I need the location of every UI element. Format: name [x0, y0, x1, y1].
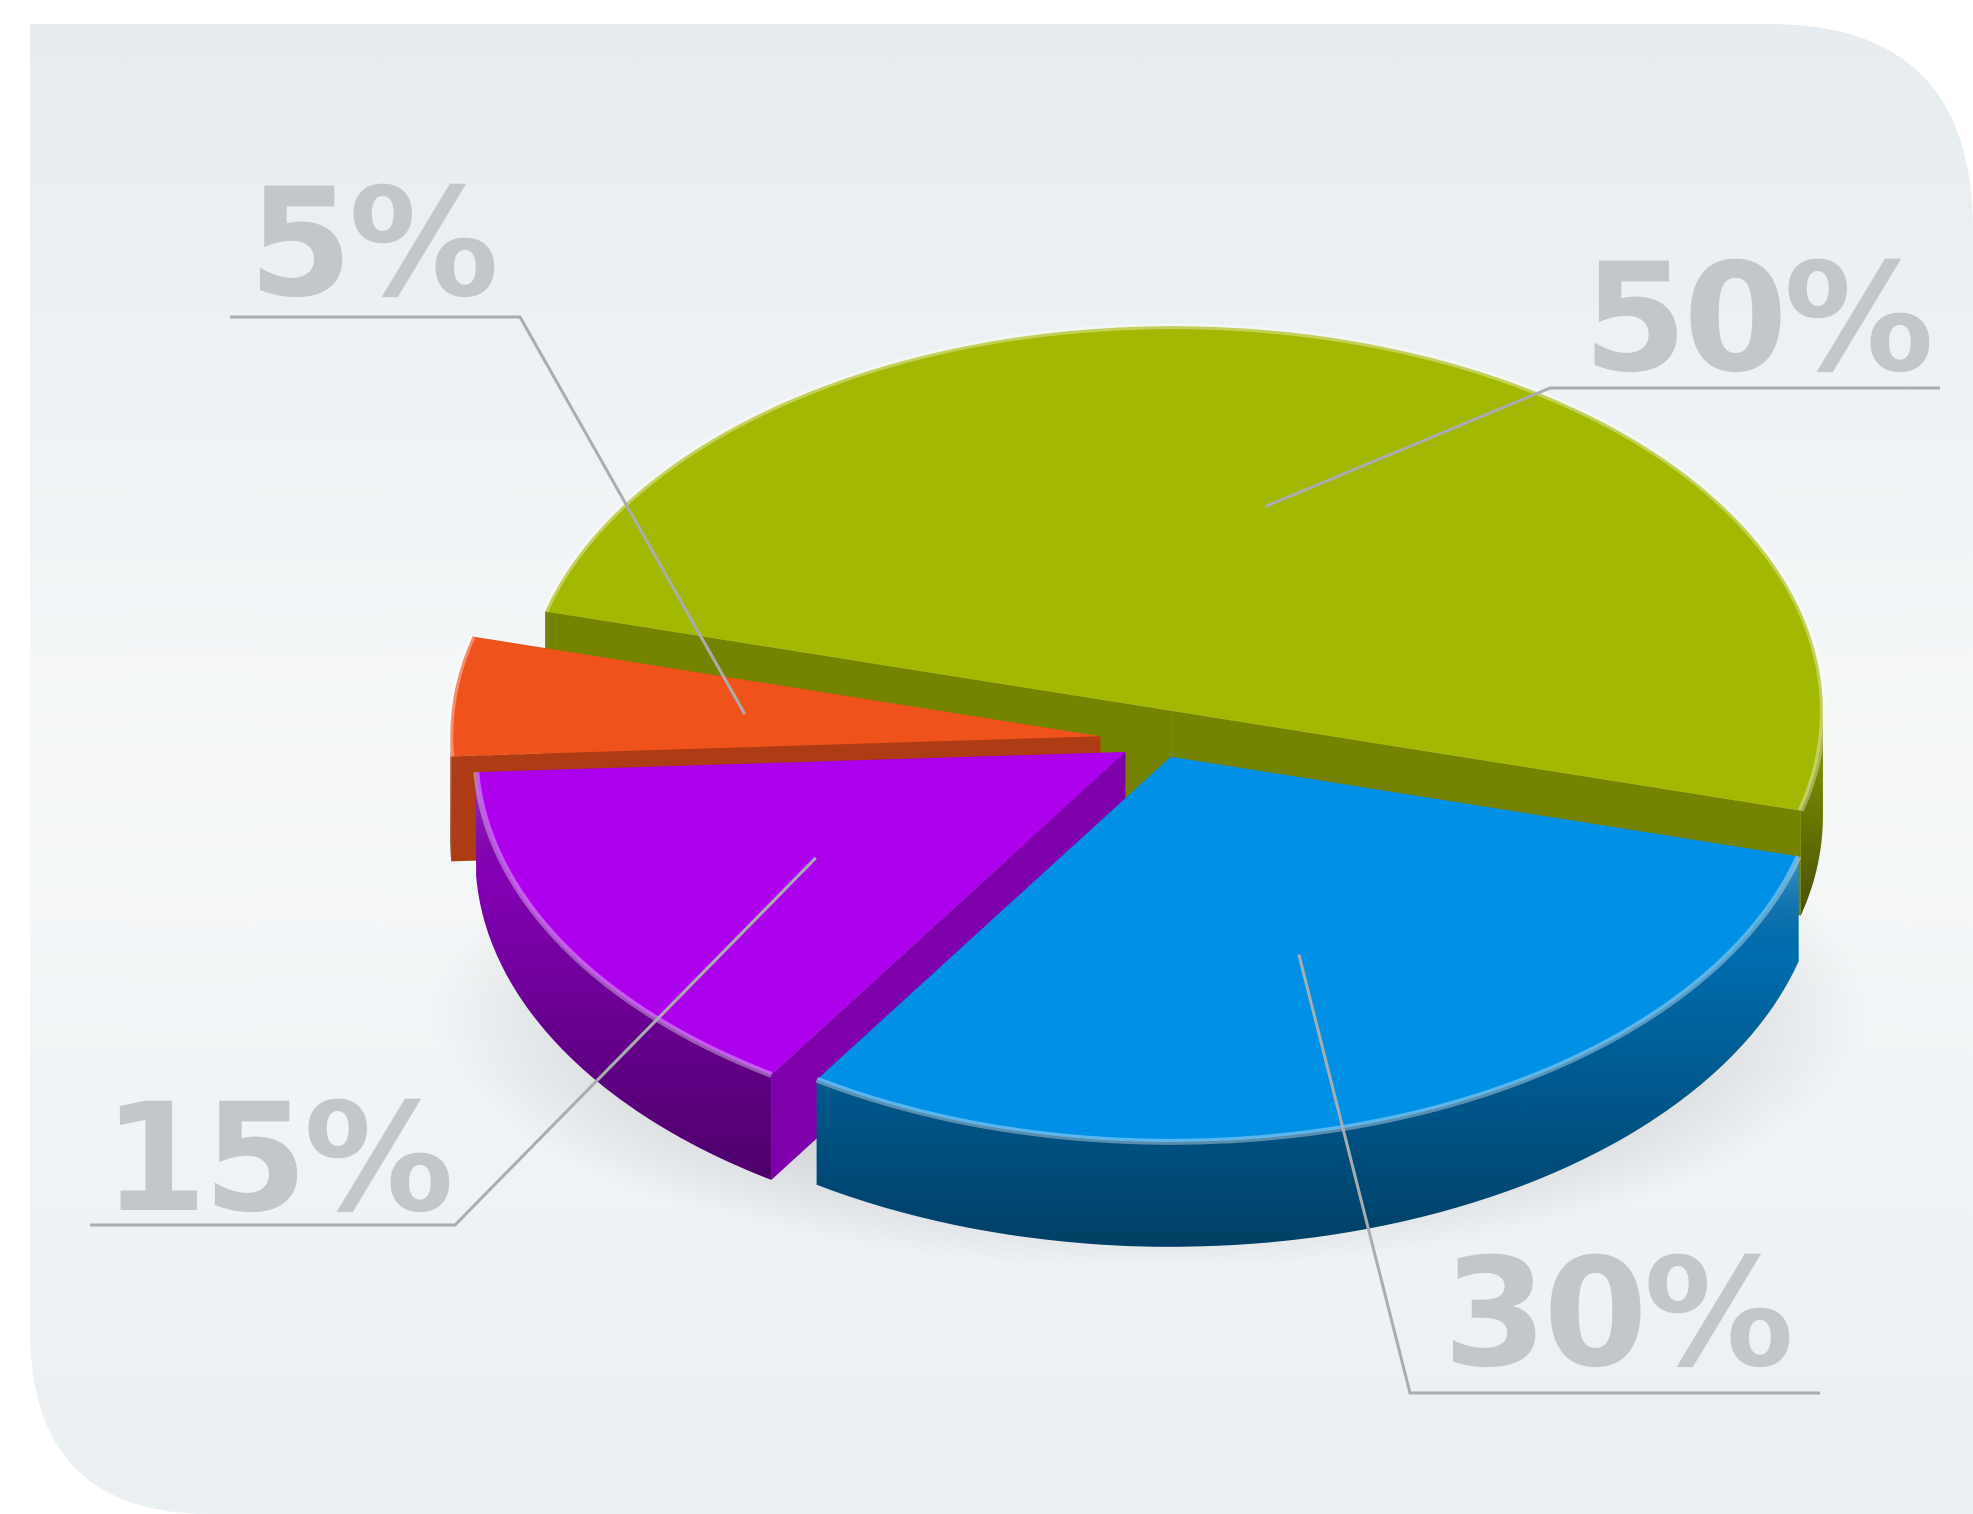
slice-top	[450, 636, 1101, 757]
leader-line-3	[90, 856, 817, 1227]
slice-highlight	[473, 771, 773, 1078]
slice-highlight	[815, 855, 1802, 1145]
pie-slice-2	[815, 756, 1802, 1247]
leader-line-4	[230, 315, 747, 715]
slice-side-shade	[450, 736, 452, 862]
data-label-1: 50%	[1583, 232, 1930, 406]
pie-slices	[447, 323, 1826, 1247]
slice-top	[816, 756, 1799, 1142]
data-labels: 50% 5% 15% 30%	[103, 157, 1934, 1401]
leader-lines	[90, 315, 1940, 1395]
slice-highlight	[447, 635, 476, 757]
slice-top	[545, 326, 1823, 811]
slice-side-shade	[1800, 711, 1823, 916]
slice-highlight	[542, 323, 1826, 812]
slice-top	[476, 752, 1126, 1075]
data-label-4: 5%	[248, 157, 495, 331]
slice-side-shade	[476, 772, 772, 1180]
data-label-3: 15%	[103, 1072, 450, 1246]
leader-line-1	[1264, 386, 1940, 508]
leader-line-2	[1297, 954, 1820, 1395]
data-label-2: 30%	[1443, 1227, 1790, 1401]
slice-side-shade	[816, 856, 1799, 1247]
